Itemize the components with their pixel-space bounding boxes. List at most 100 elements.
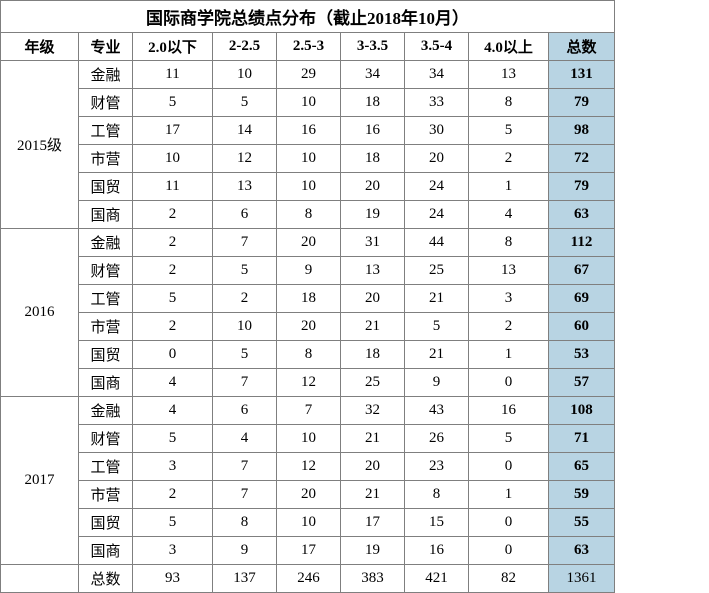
value-cell: 26 [405,425,469,453]
row-total: 79 [549,89,615,117]
value-cell: 16 [469,397,549,425]
value-cell: 21 [405,341,469,369]
row-total: 55 [549,509,615,537]
value-cell: 2 [469,313,549,341]
value-cell: 5 [133,509,213,537]
value-cell: 8 [469,89,549,117]
value-cell: 12 [213,145,277,173]
totals-value: 383 [341,565,405,593]
col-header-major: 专业 [79,33,133,61]
col-header-b5: 3.5-4 [405,33,469,61]
grand-total: 1361 [549,565,615,593]
row-total: 131 [549,61,615,89]
value-cell: 11 [133,61,213,89]
totals-value: 246 [277,565,341,593]
table-row: 国商2681924463 [1,201,615,229]
major-cell: 国商 [79,201,133,229]
value-cell: 7 [213,369,277,397]
value-cell: 5 [213,257,277,285]
row-total: 53 [549,341,615,369]
major-cell: 金融 [79,61,133,89]
value-cell: 34 [405,61,469,89]
value-cell: 17 [133,117,213,145]
value-cell: 9 [277,257,341,285]
value-cell: 2 [133,229,213,257]
value-cell: 0 [469,369,549,397]
value-cell: 21 [341,481,405,509]
value-cell: 20 [341,173,405,201]
value-cell: 30 [405,117,469,145]
value-cell: 7 [213,229,277,257]
major-cell: 财管 [79,425,133,453]
value-cell: 5 [469,425,549,453]
table-row: 市营1012101820272 [1,145,615,173]
row-total: 79 [549,173,615,201]
value-cell: 5 [133,89,213,117]
value-cell: 29 [277,61,341,89]
value-cell: 43 [405,397,469,425]
major-cell: 金融 [79,229,133,257]
value-cell: 8 [213,509,277,537]
value-cell: 15 [405,509,469,537]
table-row: 市营2720218159 [1,481,615,509]
major-cell: 工管 [79,117,133,145]
value-cell: 13 [341,257,405,285]
value-cell: 16 [277,117,341,145]
value-cell: 34 [341,61,405,89]
table-row: 国商4712259057 [1,369,615,397]
major-cell: 工管 [79,453,133,481]
value-cell: 20 [341,453,405,481]
value-cell: 0 [133,341,213,369]
value-cell: 5 [133,425,213,453]
value-cell: 2 [133,481,213,509]
value-cell: 7 [213,481,277,509]
table-row: 工管37122023065 [1,453,615,481]
value-cell: 20 [341,285,405,313]
col-header-b4: 3-3.5 [341,33,405,61]
value-cell: 2 [213,285,277,313]
value-cell: 44 [405,229,469,257]
value-cell: 4 [469,201,549,229]
major-cell: 国商 [79,369,133,397]
value-cell: 5 [133,285,213,313]
value-cell: 9 [213,537,277,565]
table-row: 工管52182021369 [1,285,615,313]
value-cell: 2 [133,313,213,341]
value-cell: 4 [133,397,213,425]
value-cell: 10 [277,89,341,117]
value-cell: 10 [277,509,341,537]
major-cell: 国贸 [79,173,133,201]
value-cell: 12 [277,453,341,481]
row-total: 65 [549,453,615,481]
row-total: 72 [549,145,615,173]
value-cell: 25 [405,257,469,285]
value-cell: 33 [405,89,469,117]
value-cell: 16 [341,117,405,145]
value-cell: 5 [213,89,277,117]
value-cell: 6 [213,201,277,229]
value-cell: 6 [213,397,277,425]
row-total: 57 [549,369,615,397]
value-cell: 8 [277,341,341,369]
row-total: 112 [549,229,615,257]
value-cell: 11 [133,173,213,201]
value-cell: 17 [277,537,341,565]
totals-value: 421 [405,565,469,593]
value-cell: 31 [341,229,405,257]
value-cell: 10 [277,425,341,453]
value-cell: 7 [213,453,277,481]
grade-label: 2015级 [1,61,79,229]
col-header-total: 总数 [549,33,615,61]
major-cell: 工管 [79,285,133,313]
table-row: 2016金融272031448112 [1,229,615,257]
value-cell: 10 [277,145,341,173]
value-cell: 13 [213,173,277,201]
value-cell: 5 [405,313,469,341]
value-cell: 25 [341,369,405,397]
major-cell: 财管 [79,257,133,285]
value-cell: 24 [405,201,469,229]
grade-label: 2017 [1,397,79,565]
value-cell: 4 [213,425,277,453]
value-cell: 20 [405,145,469,173]
value-cell: 10 [133,145,213,173]
